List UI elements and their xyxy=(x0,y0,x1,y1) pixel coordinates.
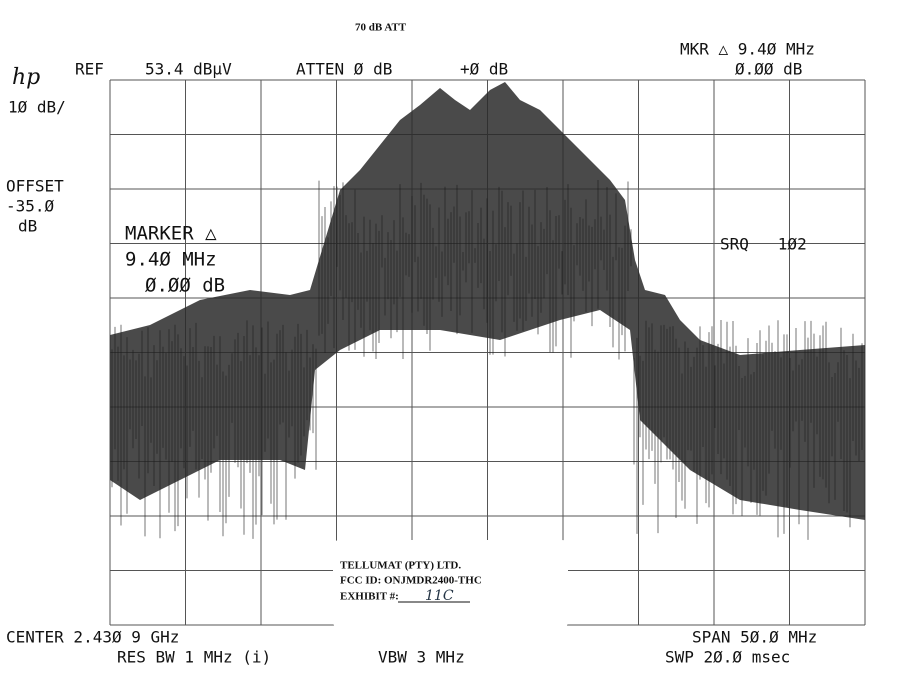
ref-level: 53.4 dBµV xyxy=(145,60,232,79)
label-company: TELLUMAT (PTY) LTD. xyxy=(340,560,461,572)
gain: +Ø dB xyxy=(460,60,508,79)
sweep: SWP 2Ø.Ø msec xyxy=(665,648,790,667)
label-exhibit: EXHIBIT #: xyxy=(340,591,399,603)
res-bw: RES BW 1 MHz (i) xyxy=(117,648,271,667)
center-frequency: CENTER 2.43Ø 9 GHz xyxy=(6,628,179,647)
srq: SRQ 1Ø2 xyxy=(720,235,807,254)
marker-level: Ø.ØØ dB xyxy=(735,60,802,79)
span: SPAN 5Ø.Ø MHz xyxy=(692,628,817,647)
marker-title: MARKER △ xyxy=(125,223,217,245)
ref-label: REF xyxy=(75,60,104,79)
offset-value: -35.Ø xyxy=(6,197,55,216)
vbw: VBW 3 MHz xyxy=(378,648,465,667)
marker-frequency: 9.4Ø MHz xyxy=(125,249,217,271)
marker-readout: MKR △ 9.4Ø MHz xyxy=(680,40,815,59)
label-fcc-id: FCC ID: ONJMDR2400-THC xyxy=(340,575,482,587)
marker-level-box: Ø.ØØ dB xyxy=(145,275,225,297)
trace xyxy=(110,82,865,540)
offset-unit: dB xyxy=(18,217,37,236)
scale: 1Ø dB/ xyxy=(8,98,66,117)
attenuation-note: 70 dB ATT xyxy=(355,22,407,34)
atten: ATTEN Ø dB xyxy=(296,60,392,79)
label-sticker xyxy=(333,540,568,628)
trace-spikes xyxy=(111,180,863,540)
offset-label: OFFSET xyxy=(6,177,64,196)
label-exhibit-value: 11C xyxy=(425,588,454,604)
logo: hp xyxy=(12,65,40,90)
